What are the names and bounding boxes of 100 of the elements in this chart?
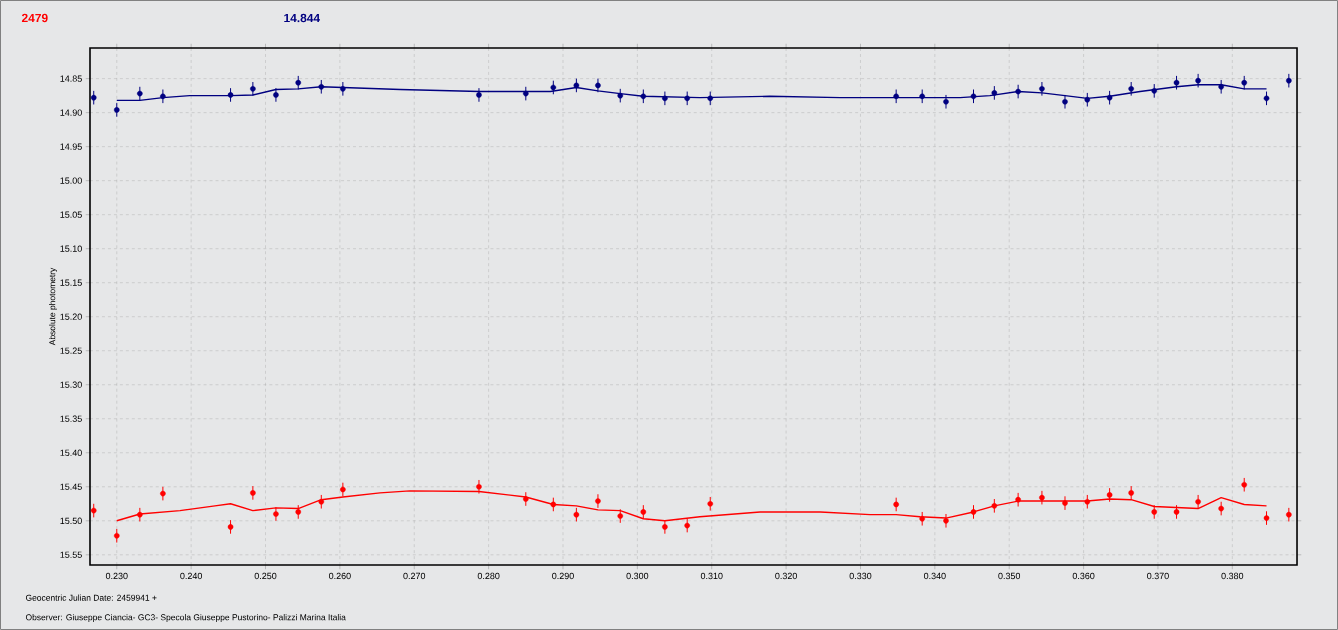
point <box>550 84 557 91</box>
point <box>943 98 949 105</box>
point <box>617 92 624 99</box>
point <box>707 95 714 102</box>
point <box>573 82 580 89</box>
x-tick-label: 0.300 <box>626 572 649 580</box>
point <box>1195 77 1201 84</box>
point <box>893 501 899 508</box>
y-tick-label: 14.95 <box>60 143 82 150</box>
point <box>1084 498 1091 505</box>
point <box>919 93 925 100</box>
point <box>707 500 714 507</box>
text: 14.844 <box>284 13 321 23</box>
point <box>640 93 647 100</box>
x-tick-label: 0.310 <box>700 572 723 580</box>
point <box>1106 94 1113 101</box>
point <box>662 95 668 102</box>
y-tick-label: 14.85 <box>60 75 82 82</box>
x-tick-label: 0.230 <box>105 572 128 580</box>
point <box>160 93 166 100</box>
point <box>340 86 346 92</box>
point <box>970 93 977 100</box>
x-tick-label: 0.280 <box>477 572 500 580</box>
point <box>1241 481 1248 488</box>
point <box>90 507 97 514</box>
x-tick-label: 0.290 <box>552 572 574 580</box>
point <box>1128 490 1134 496</box>
point <box>476 92 482 98</box>
point <box>550 501 557 508</box>
point <box>893 93 899 100</box>
point <box>523 90 529 97</box>
point <box>1084 96 1091 103</box>
x-tick-label: 0.340 <box>923 572 946 580</box>
text: Observer: Giuseppe Ciancia- GC3- Specola Giuseppe Pustorino- Palizzi Marina Italia <box>25 614 346 622</box>
x-tick-label: 0.330 <box>849 572 872 580</box>
x-tick-label: 0.370 <box>1147 572 1169 580</box>
y-tick-label: 15.20 <box>60 313 82 320</box>
y-tick-label: 15.05 <box>60 211 82 218</box>
x-tick-label: 0.360 <box>1072 572 1095 580</box>
point <box>1062 500 1068 506</box>
point <box>640 509 647 515</box>
point <box>943 518 949 524</box>
point <box>137 511 143 518</box>
point <box>1173 79 1180 86</box>
y-tick-label: 15.50 <box>60 517 82 524</box>
point <box>273 511 279 517</box>
point <box>160 490 166 497</box>
point <box>595 82 601 89</box>
point <box>1173 509 1180 515</box>
x-tick-label: 0.240 <box>180 572 203 580</box>
point <box>991 503 998 509</box>
text: 2479 <box>21 13 48 23</box>
point <box>318 84 325 90</box>
point <box>1039 86 1045 92</box>
x-tick-label: 0.250 <box>254 572 277 580</box>
point <box>1263 95 1270 102</box>
point <box>476 483 482 490</box>
y-tick-label: 15.15 <box>60 279 82 286</box>
point <box>684 522 690 529</box>
point <box>90 94 97 101</box>
y-axis-title: Absolute photometry <box>49 267 57 346</box>
point <box>1106 492 1113 498</box>
point <box>595 498 601 504</box>
point <box>227 92 234 98</box>
y-tick-label: 15.45 <box>60 483 82 490</box>
point <box>113 532 120 539</box>
point <box>1151 509 1158 515</box>
point <box>1062 98 1068 105</box>
point <box>137 90 143 97</box>
point <box>318 498 325 505</box>
point <box>1128 86 1134 92</box>
y-tick-label: 15.30 <box>60 381 82 388</box>
point <box>340 486 346 493</box>
point <box>1218 84 1224 90</box>
x-tick-label: 0.380 <box>1221 572 1244 580</box>
point <box>684 95 690 102</box>
point <box>1039 494 1045 501</box>
x-tick-label: 0.260 <box>329 572 351 580</box>
point <box>250 86 256 92</box>
point <box>295 79 302 86</box>
y-tick-label: 15.55 <box>60 551 82 558</box>
point <box>1015 496 1021 503</box>
point <box>1263 515 1270 521</box>
point <box>970 509 977 515</box>
y-tick-label: 15.00 <box>60 177 82 184</box>
y-tick-label: 15.40 <box>60 449 82 456</box>
point <box>1218 505 1224 512</box>
point <box>1286 511 1292 518</box>
point <box>1241 79 1248 86</box>
x-tick-label: 0.350 <box>998 572 1021 580</box>
point <box>617 513 624 519</box>
y-tick-label: 15.35 <box>60 415 82 422</box>
point <box>573 511 580 518</box>
point <box>1151 88 1158 94</box>
point <box>1195 498 1201 505</box>
y-tick-label: 15.25 <box>60 347 82 354</box>
point <box>523 496 529 502</box>
point <box>250 490 256 496</box>
point <box>919 515 925 522</box>
y-tick-label: 15.10 <box>60 245 82 252</box>
